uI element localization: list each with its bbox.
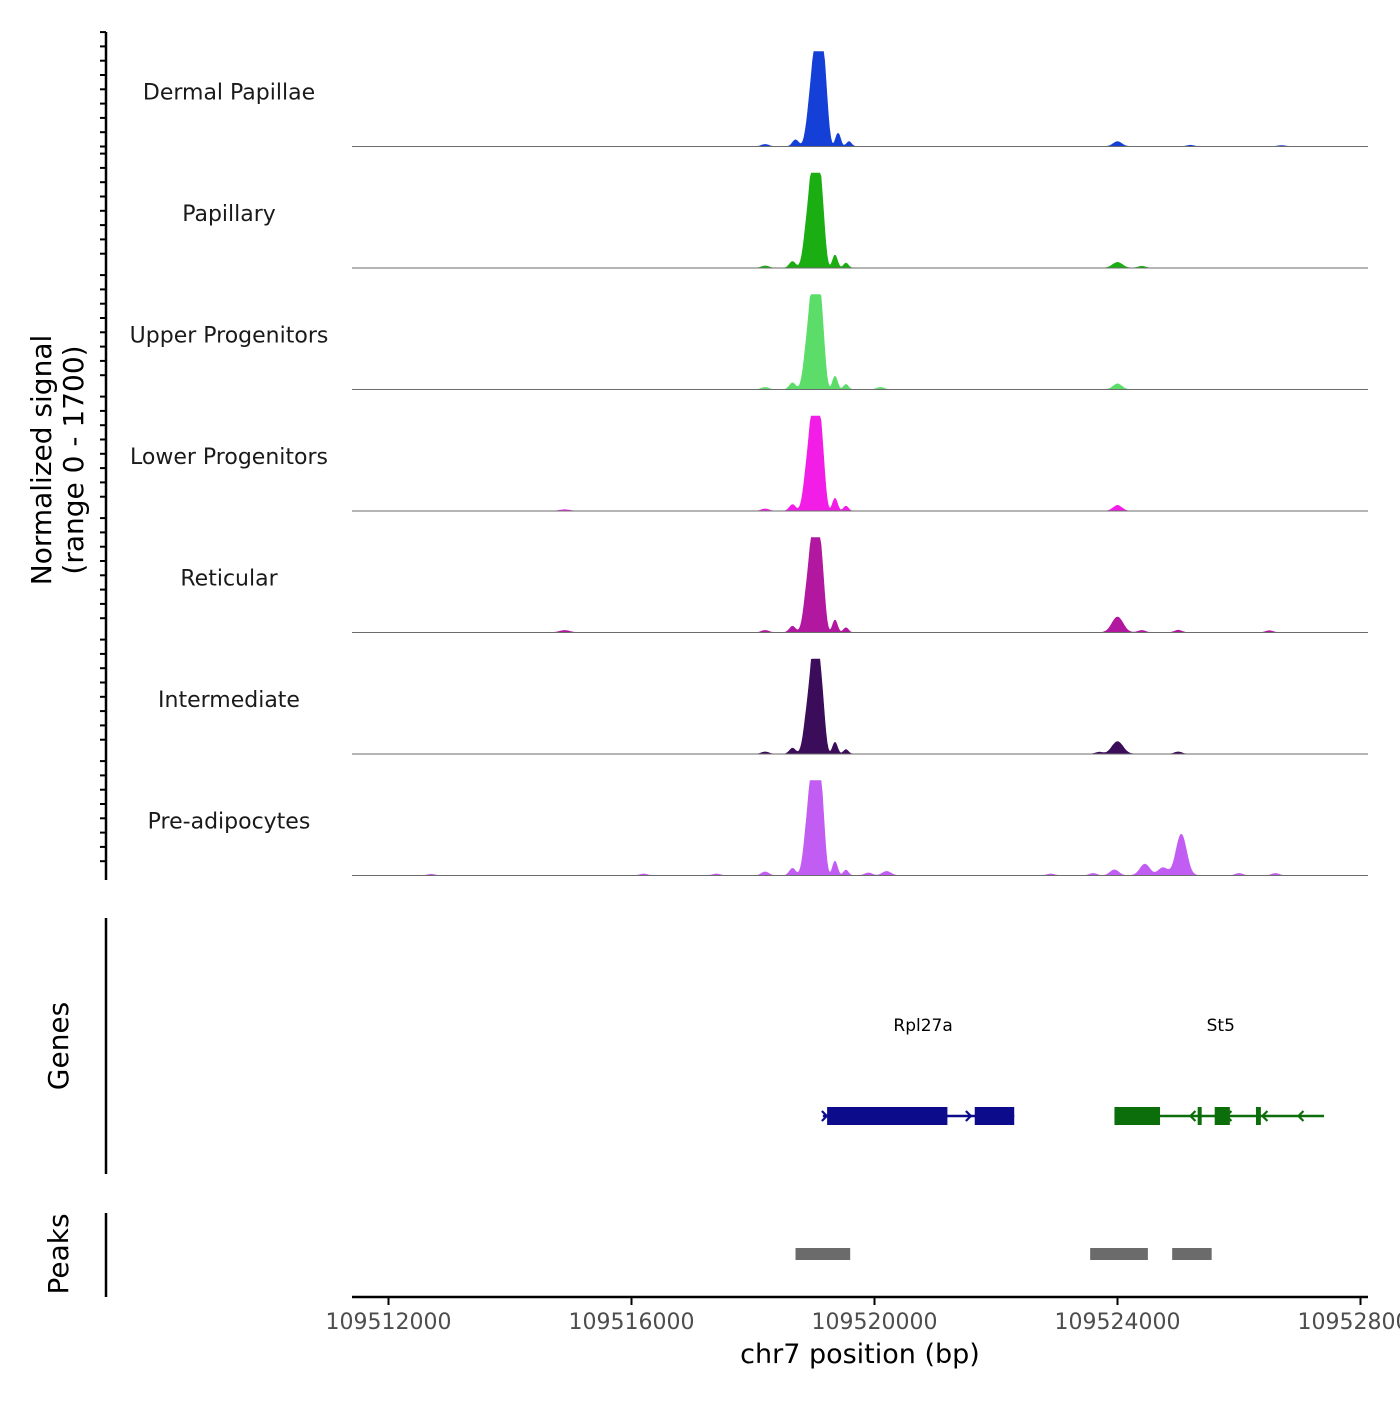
track-label: Reticular [180, 567, 278, 592]
track-pre-adipocytes: Pre-adipocytes [148, 780, 1368, 876]
track-dermal-papillae: Dermal Papillae [143, 51, 1368, 147]
track-label: Papillary [182, 202, 276, 227]
peak-region [795, 1248, 851, 1260]
track-label: Pre-adipocytes [148, 810, 311, 835]
strand-arrow [1260, 1110, 1269, 1122]
track-papillary: Papillary [182, 172, 1368, 269]
peak-region [1090, 1248, 1148, 1260]
gene-exon [1114, 1107, 1161, 1125]
strand-arrow [821, 1110, 829, 1122]
genes-axis-label: Genes [42, 1002, 75, 1090]
y-axis-label-line1: Normalized signal [25, 335, 58, 586]
x-axis: 109512000 109516000 109520000 109524000 1095… [326, 1295, 1400, 1335]
track-reticular: Reticular [180, 537, 1368, 633]
track-lower-progenitors: Lower Progenitors [130, 415, 1368, 512]
coverage-area [364, 51, 1361, 147]
track-label: Intermediate [158, 688, 300, 713]
peak-panel [104, 1213, 1212, 1297]
coverage-area [364, 658, 1361, 755]
gene-panel: Rpl27a St5 [104, 918, 1325, 1174]
peak-region [1172, 1248, 1212, 1260]
gene-label: Rpl27a [893, 1016, 952, 1036]
gene-exon [827, 1107, 948, 1125]
coverage-area [364, 294, 1361, 390]
gene-st5: St5 [1114, 1016, 1325, 1125]
x-axis-title: chr7 position (bp) [740, 1339, 980, 1370]
peaks-axis-label: Peaks [42, 1213, 75, 1294]
x-tick-label: 109512000 [326, 1310, 452, 1335]
x-tick-label: 109520000 [812, 1310, 938, 1335]
track-upper-progenitors: Upper Progenitors [130, 294, 1368, 390]
track-label: Upper Progenitors [130, 324, 329, 349]
strand-arrow [1296, 1110, 1305, 1122]
track-label: Dermal Papillae [143, 81, 315, 106]
strand-arrow [965, 1110, 973, 1122]
gene-exon [1256, 1107, 1261, 1125]
x-tick-label: 109528000 [1298, 1310, 1400, 1335]
coverage-tracks: Dermal Papillae Papillary Upper Progenitor… [130, 51, 1368, 876]
x-tick-label: 109524000 [1055, 1310, 1181, 1335]
gene-label: St5 [1207, 1016, 1235, 1036]
track-intermediate: Intermediate [158, 658, 1368, 755]
coverage-area [364, 172, 1361, 269]
coverage-area [364, 537, 1361, 633]
x-tick-label: 109516000 [569, 1310, 695, 1335]
coverage-area [364, 780, 1361, 876]
track-label: Lower Progenitors [130, 445, 328, 470]
gene-exon [974, 1107, 1015, 1125]
gene-rpl27a: Rpl27a [821, 1016, 1015, 1125]
strand-arrow [1188, 1110, 1197, 1122]
gene-exon [1197, 1107, 1202, 1125]
y-axis-label-line2: (range 0 - 1700) [57, 345, 90, 574]
gene-exon [1214, 1107, 1230, 1125]
signal-y-axis [100, 31, 108, 880]
coverage-area [364, 415, 1361, 512]
